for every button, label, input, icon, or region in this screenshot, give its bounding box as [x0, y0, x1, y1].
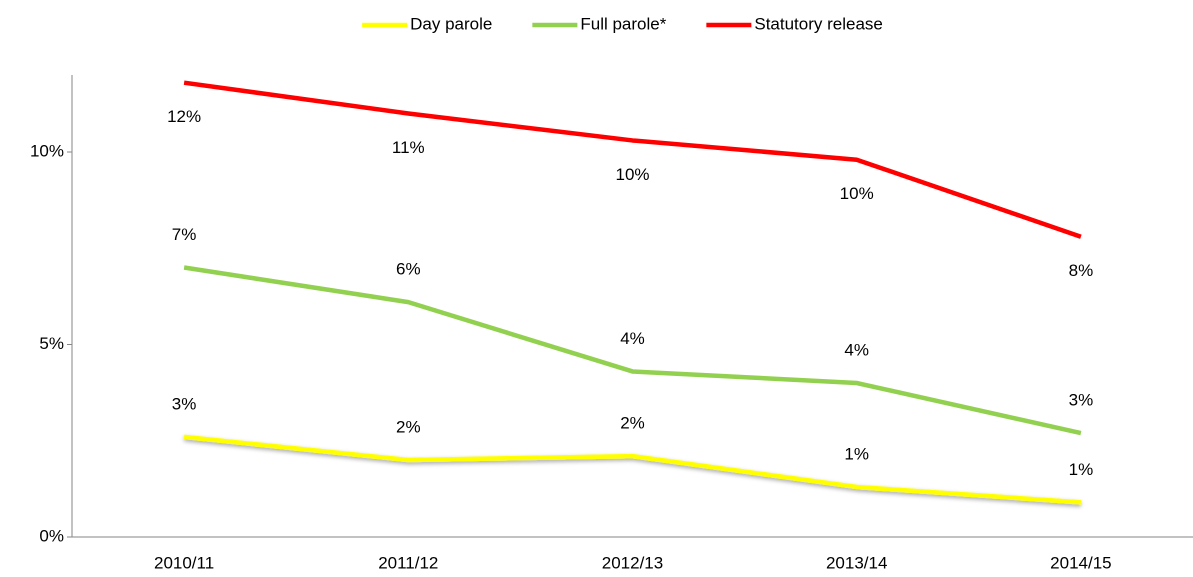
data-label: 4% [620, 329, 645, 348]
data-label: 1% [1069, 460, 1094, 479]
series-line [183, 265, 1082, 436]
x-tick-label: 2013/14 [826, 553, 887, 572]
legend-item: Full parole* [532, 14, 667, 33]
series-line [183, 434, 1082, 505]
legend-label: Full parole* [580, 14, 666, 33]
x-tick-label: 2014/15 [1050, 553, 1111, 572]
data-label: 2% [620, 414, 645, 433]
legend-item: Day parole [362, 14, 492, 33]
data-label: 10% [615, 165, 649, 184]
series-line [183, 80, 1082, 239]
data-label: 4% [844, 340, 869, 359]
y-tick-label: 0% [39, 526, 64, 545]
x-tick-label: 2010/11 [154, 553, 214, 572]
data-label: 12% [167, 107, 201, 126]
y-tick-label: 5% [39, 334, 64, 353]
legend-label: Day parole [410, 14, 492, 33]
data-label: 10% [840, 184, 874, 203]
data-label: 3% [1069, 391, 1094, 410]
data-label: 1% [844, 444, 869, 463]
x-tick-label: 2012/13 [602, 553, 663, 572]
data-label: 2% [396, 417, 421, 436]
x-tick-label: 2011/12 [378, 553, 438, 572]
legend-item: Statutory release [706, 14, 883, 33]
legend: Day parole Full parole* Statutory release [362, 14, 883, 33]
data-label: 6% [396, 260, 421, 279]
data-label: 3% [172, 394, 197, 413]
legend-label: Statutory release [754, 14, 883, 33]
data-label: 7% [172, 225, 197, 244]
data-label: 11% [392, 138, 425, 157]
data-label: 8% [1069, 261, 1094, 280]
y-tick-label: 10% [30, 141, 64, 160]
